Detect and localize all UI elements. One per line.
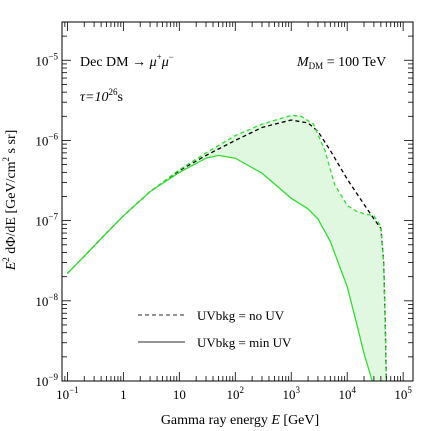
series-layer [66,114,387,381]
tick-labels: 10−1 1 10 102 103 104 105 10−9 10−8 10−7 10−6 10−5 [35,51,412,402]
y-axis-label: E2 dΦ/dE [GeV/cm2 s sr] [1,130,19,272]
uv-band-layer [67,115,387,381]
series-min-uv-green-solid [66,154,373,381]
y-tick-label: 10−9 [35,372,58,389]
x-tick-label: 104 [338,385,356,402]
x-tick-label: 103 [282,385,300,402]
x-tick-label: 1 [120,387,127,402]
x-tick-label: 105 [394,385,412,402]
y-tick-label: 10−5 [35,51,58,68]
y-tick-label: 10−8 [35,292,58,309]
legend-label-min-uv: UVbkg = min UV [197,335,292,350]
x-tick-label: 10−1 [56,385,79,402]
x-tick-label: 102 [227,385,245,402]
lifetime-annotation: τ=1026s [80,87,123,105]
plot-frame [61,21,414,382]
uv-band [67,115,387,381]
x-tick-label: 10 [173,387,186,402]
channel-annotation: Dec DM → μ+μ− [80,52,174,70]
legend: UVbkg = no UV UVbkg = min UV [138,308,292,350]
x-axis-label: Gamma ray energy E [GeV] [161,413,319,428]
y-tick-label: 10−7 [35,212,58,229]
y-tick-label: 10−6 [35,131,58,148]
legend-label-no-uv: UVbkg = no UV [197,308,285,323]
mass-annotation: MDM = 100 TeV [296,55,386,71]
ticks-layer [61,22,413,382]
